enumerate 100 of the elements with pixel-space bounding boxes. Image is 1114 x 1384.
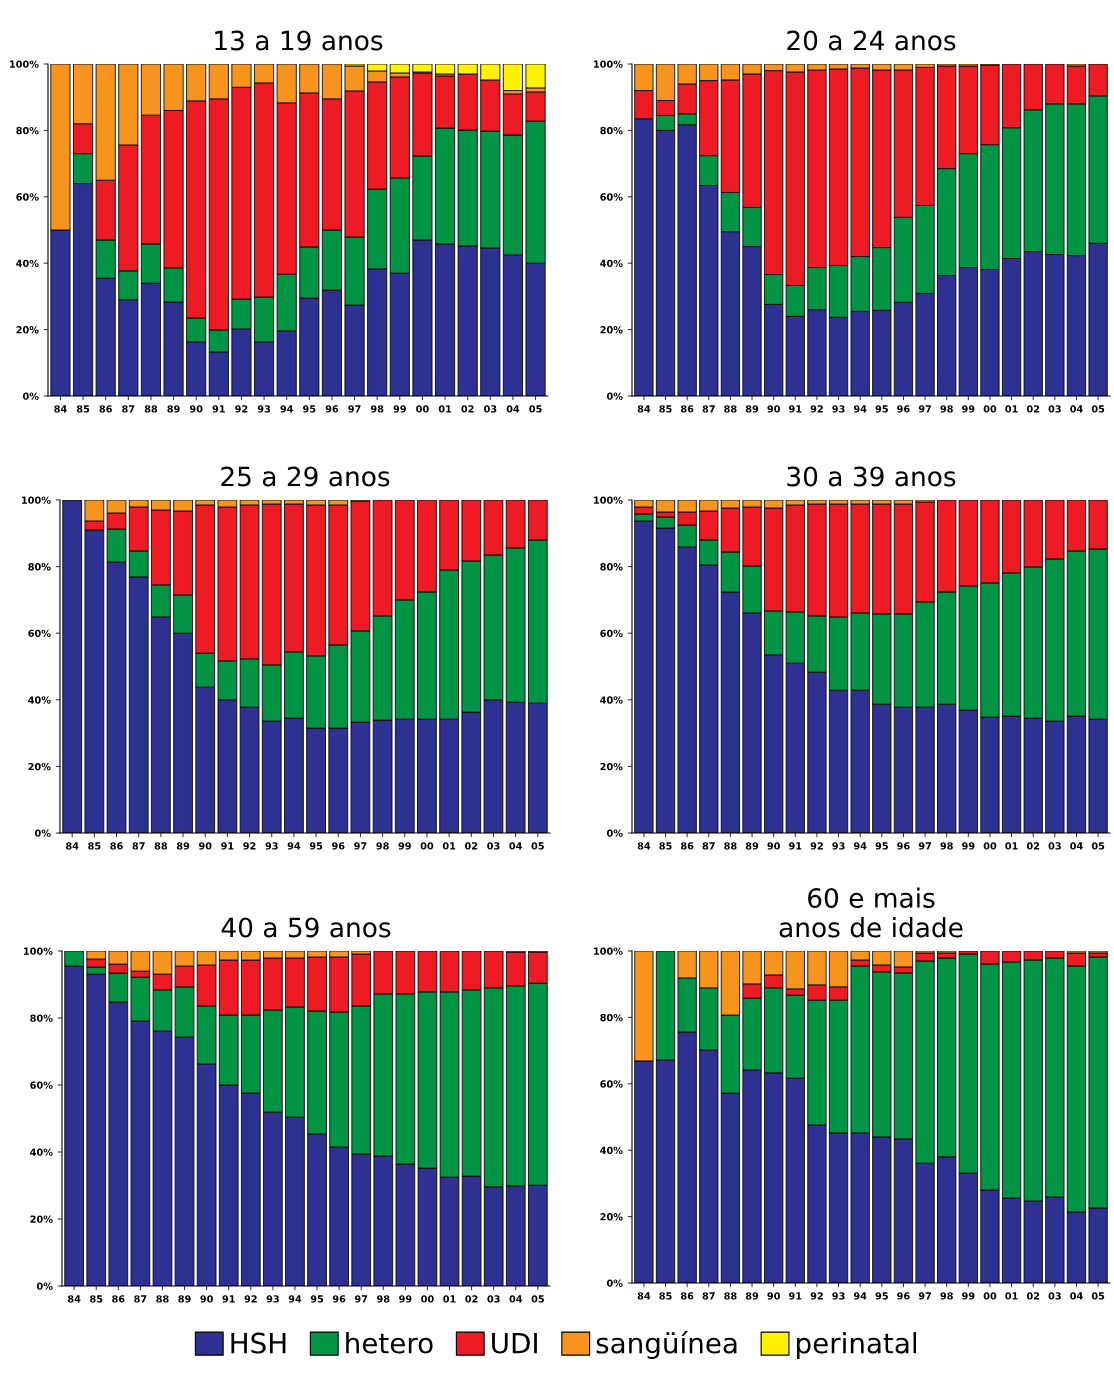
x-tick-label: 92 [810,405,823,413]
x-tick-label: 84 [67,1295,81,1303]
x-tick-label: 85 [90,1295,103,1303]
x-tick-label: 85 [88,842,101,850]
x-tick-label: 96 [897,405,910,413]
x-tick-label: 98 [370,405,384,413]
y-tick-label: 60% [600,1080,623,1088]
x-tick-label: 02 [464,842,478,850]
x-tick-label: 93 [266,1295,279,1303]
x-tick-label: 98 [940,1292,953,1300]
x-tick-label: 00 [416,405,429,413]
x-tick-label: 92 [235,405,248,413]
y-tick-label: 20% [600,1213,623,1221]
x-tick-label: 01 [442,842,456,850]
legend-label: HSH [231,1332,286,1354]
y-tick-label: 0% [34,829,51,837]
x-tick-label: 03 [1048,1292,1061,1300]
chart-title: 40 a 59 anos [221,917,391,938]
x-tick-label: 03 [1048,842,1061,850]
y-tick-label: 80% [600,1013,623,1022]
x-tick-label: 92 [810,1292,823,1300]
x-tick-label: 94 [853,1292,867,1300]
x-tick-label: 95 [875,1292,888,1300]
x-tick-label: 87 [702,842,715,850]
x-tick-label: 05 [1091,1292,1105,1300]
y-tick-label: 40% [600,1146,623,1155]
y-tick-label: 0% [606,1279,623,1287]
legend-label: sangüínea [596,1331,737,1359]
x-tick-label: 91 [221,842,234,850]
x-tick-label: 05 [531,842,544,850]
x-tick-label: 91 [212,405,225,413]
x-tick-label: 02 [1026,1292,1040,1300]
x-tick-label: 00 [983,842,997,850]
x-tick-label: 90 [767,405,780,413]
chart-title: 25 a 29 anos [221,466,390,487]
x-tick-label: 00 [421,1295,434,1303]
y-tick-label: 40% [600,696,623,704]
x-tick-label: 02 [465,1295,478,1303]
x-tick-label: 96 [332,1295,346,1303]
x-tick-label: 88 [724,1292,737,1300]
x-tick-label: 87 [122,405,135,413]
x-tick-label: 93 [832,842,845,850]
x-tick-label: 04 [1070,405,1083,413]
y-tick-label: 20% [30,1215,53,1223]
x-tick-label: 96 [897,1292,910,1300]
x-tick-label: 03 [484,405,497,413]
x-tick-label: 02 [1026,842,1040,850]
x-tick-label: 92 [810,842,823,850]
x-tick-label: 05 [1091,842,1105,850]
y-tick-label: 20% [16,326,39,334]
x-tick-label: 89 [745,1292,759,1300]
x-tick-label: 01 [438,405,452,413]
x-tick-label: 96 [325,405,339,413]
x-tick-label: 86 [680,1292,694,1300]
x-tick-label: 93 [832,1292,845,1300]
x-tick-label: 86 [680,405,694,413]
x-tick-label: 00 [420,842,434,850]
x-tick-label: 00 [983,405,997,413]
y-tick-label: 60% [30,1081,53,1089]
x-tick-label: 05 [1091,405,1105,413]
x-tick-label: 88 [154,842,168,850]
x-tick-label: 94 [853,842,867,850]
y-tick-label: 40% [28,696,51,704]
x-tick-label: 91 [789,842,802,850]
x-tick-label: 89 [176,842,190,850]
x-tick-label: 95 [875,842,888,850]
x-tick-label: 87 [132,842,145,850]
x-tick-label: 97 [354,842,367,850]
y-tick-label: 20% [600,762,623,771]
x-tick-label: 89 [167,405,180,413]
chart-title: 30 a 39 anos [787,466,956,487]
x-tick-label: 85 [659,405,672,413]
x-tick-label: 94 [280,405,294,413]
x-tick-label: 86 [110,842,123,850]
x-tick-label: 88 [724,842,737,850]
x-tick-label: 04 [509,1295,523,1303]
x-tick-label: 85 [659,842,672,850]
y-tick-label: 80% [16,126,39,135]
y-tick-label: 40% [30,1148,53,1156]
x-tick-label: 85 [76,405,90,413]
y-tick-label: 100% [594,60,623,68]
x-tick-label: 01 [443,1295,456,1303]
x-tick-label: 84 [637,1292,651,1300]
x-tick-label: 84 [54,405,67,413]
x-tick-label: 04 [506,405,520,413]
x-tick-label: 88 [724,405,737,413]
x-tick-label: 97 [348,405,361,413]
x-tick-label: 02 [461,405,474,413]
y-tick-label: 0% [36,1282,53,1290]
y-tick-label: 80% [30,1014,53,1022]
y-tick-label: 80% [28,563,51,571]
x-tick-label: 92 [244,1295,257,1303]
x-tick-label: 99 [398,842,411,850]
x-tick-label: 98 [940,842,953,850]
x-tick-label: 91 [222,1295,235,1303]
x-tick-label: 86 [680,842,694,850]
x-tick-label: 99 [393,405,406,413]
x-tick-label: 94 [853,405,867,413]
x-tick-label: 05 [531,1295,544,1303]
x-tick-label: 93 [257,405,271,413]
